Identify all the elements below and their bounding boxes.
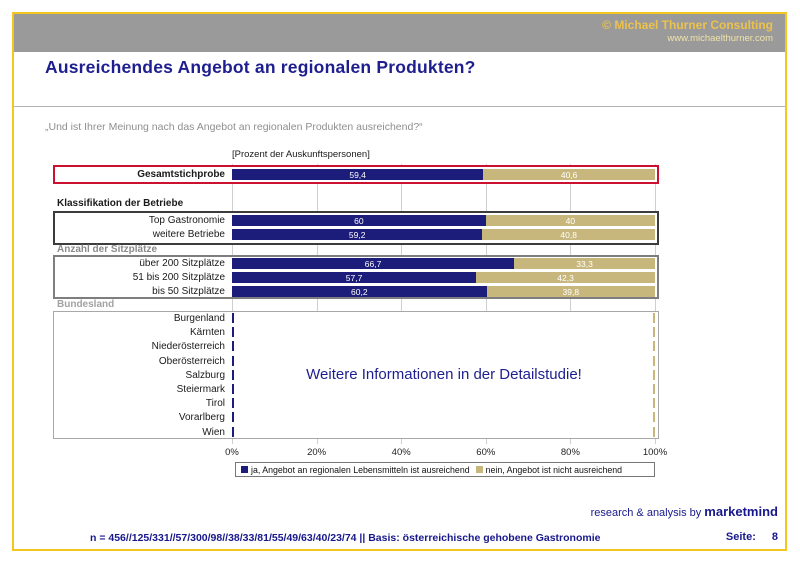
x-tick-label: 100% xyxy=(642,447,668,458)
x-tick-label: 20% xyxy=(307,447,327,458)
bar-segment-nein: 40,6 xyxy=(483,169,655,180)
group-box-bundesland xyxy=(53,311,659,439)
row-label-bundesland: Salzburg xyxy=(185,369,225,381)
section-header-bundesland: Bundesland xyxy=(57,299,115,310)
stacked-bar: 57,7 42,3 xyxy=(232,272,655,283)
bar-sliver-ja xyxy=(232,355,234,366)
page-number-label: Seite: 8 xyxy=(725,531,778,543)
header-bar: © Michael Thurner Consulting www.michael… xyxy=(14,14,785,52)
bar-sliver-ja xyxy=(232,384,234,394)
row-label-bundesland: Wien xyxy=(202,426,225,438)
bar-sliver-ja xyxy=(232,341,234,352)
stacked-bar: 59,2 40,8 xyxy=(232,229,655,240)
bar-sliver-ja xyxy=(232,369,234,380)
stacked-bar: 60,2 39,8 xyxy=(232,286,655,297)
x-tick-label: 0% xyxy=(225,447,239,458)
row-label: bis 50 Sitzplätze xyxy=(152,286,225,297)
unit-note: [Prozent der Auskunftspersonen] xyxy=(232,149,370,160)
bar-sliver-nein xyxy=(653,313,655,323)
bar-sliver-ja xyxy=(232,313,234,323)
row-label-bundesland: Burgenland xyxy=(173,313,225,324)
stacked-bar: 60 40 xyxy=(232,215,655,226)
bar-sliver-nein xyxy=(653,398,655,409)
bar-segment-nein: 33,3 xyxy=(514,258,655,269)
row-label-bundesland: Oberösterreich xyxy=(158,355,225,367)
brand-prefix: research & analysis by xyxy=(590,507,705,519)
x-tick-label: 80% xyxy=(560,447,580,458)
gridline xyxy=(316,164,318,444)
copyright-text: © Michael Thurner Consulting xyxy=(602,18,773,32)
section-header-klassifikation: Klassifikation der Betriebe xyxy=(57,198,184,209)
survey-question: „Und ist Ihrer Meinung nach das Angebot … xyxy=(45,121,423,133)
bar-segment-ja: 60 xyxy=(232,215,486,226)
row-label-bundesland: Vorarlberg xyxy=(178,412,225,424)
bar-segment-ja: 60,2 xyxy=(232,286,487,297)
bar-sliver-ja xyxy=(232,327,234,338)
bar-segment-nein: 40 xyxy=(485,215,655,226)
bar-sliver-nein xyxy=(653,412,655,423)
detail-study-note: Weitere Informationen in der Detailstudi… xyxy=(306,366,582,383)
x-tick-label: 40% xyxy=(391,447,411,458)
bar-segment-nein: 40,8 xyxy=(482,229,655,240)
legend-item: ja, Angebot an regionalen Lebensmitteln … xyxy=(241,465,470,475)
bar-sliver-nein xyxy=(653,355,655,366)
page-title: Ausreichendes Angebot an regionalen Prod… xyxy=(45,57,476,77)
page-number: 8 xyxy=(771,531,778,543)
legend-item: nein, Angebot ist nicht ausreichend xyxy=(475,464,623,475)
legend-label: nein, Angebot ist nicht ausreichend xyxy=(485,464,623,475)
brand-name: marketmind xyxy=(704,504,778,519)
legend-label: ja, Angebot an regionalen Lebensmitteln … xyxy=(251,464,470,475)
bar-segment-nein: 42,3 xyxy=(476,272,655,283)
x-tick-label: 60% xyxy=(476,447,496,458)
bar-segment-ja: 59,2 xyxy=(232,229,483,240)
bar-sliver-ja xyxy=(232,412,234,423)
legend-swatch xyxy=(475,466,483,473)
bar-sliver-nein xyxy=(653,369,655,380)
bar-segment-ja: 57,7 xyxy=(232,272,477,283)
row-label-bundesland: Niederösterreich xyxy=(151,341,225,353)
bar-sliver-nein xyxy=(653,341,655,352)
section-header-sitzplaetze: Anzahl der Sitzplätze xyxy=(57,244,158,255)
bar-sliver-nein xyxy=(653,327,655,338)
bar-sliver-nein xyxy=(653,426,655,437)
bar-segment-nein: 39,8 xyxy=(486,286,655,297)
row-label-bundesland: Tirol xyxy=(205,398,225,410)
gridline xyxy=(401,164,403,444)
bar-sliver-ja xyxy=(232,398,234,409)
stacked-bar: 66,7 33,3 xyxy=(232,258,655,269)
chart-legend: ja, Angebot an regionalen Lebensmitteln … xyxy=(235,462,655,477)
gridline xyxy=(232,164,233,444)
brand-line: research & analysis by marketmind xyxy=(591,504,778,519)
gridline xyxy=(485,164,487,444)
row-label: 51 bis 200 Sitzplätze xyxy=(132,272,225,283)
row-label: weitere Betriebe xyxy=(152,229,225,240)
gridline xyxy=(570,164,572,444)
bar-segment-ja: 66,7 xyxy=(232,258,515,269)
bar-segment-ja: 59,4 xyxy=(232,169,484,180)
row-label: Gesamtstichprobe xyxy=(137,169,225,180)
title-divider xyxy=(14,106,785,107)
stacked-bar: 59,4 40,6 xyxy=(232,169,655,180)
gridline xyxy=(655,164,656,444)
row-label-bundesland: Steiermark xyxy=(176,384,225,395)
website-link[interactable]: www.michaelthurner.com xyxy=(667,33,773,44)
row-label-bundesland: Kärnten xyxy=(189,327,225,339)
row-label: Top Gastronomie xyxy=(148,215,225,226)
sample-size-note: n = 456//125/331//57/300/98//38/33/81/55… xyxy=(90,532,601,544)
legend-swatch xyxy=(241,466,248,473)
bar-sliver-ja xyxy=(232,426,234,437)
row-label: über 200 Sitzplätze xyxy=(139,258,225,269)
bar-sliver-nein xyxy=(653,384,655,394)
